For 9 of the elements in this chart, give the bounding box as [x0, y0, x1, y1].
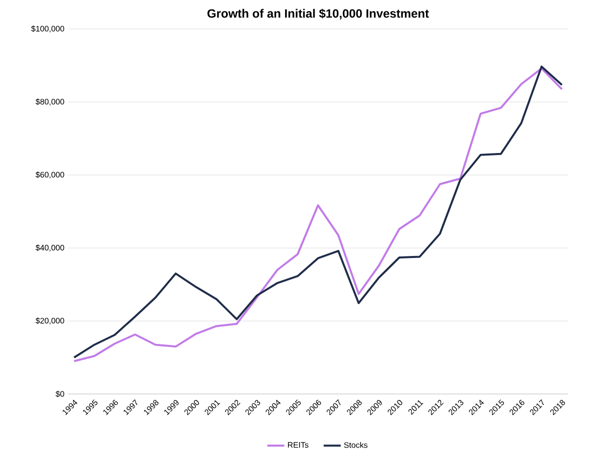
y-tick-label: $40,000: [36, 244, 64, 252]
chart-title: Growth of an Initial $10,000 Investment: [207, 8, 429, 20]
y-tick-label: $60,000: [36, 172, 64, 178]
y-tick-label: $20,000: [36, 318, 64, 324]
y-tick-label: $0: [56, 390, 64, 398]
y-tick-label: $80,000: [36, 98, 64, 106]
legend-label: Stocks: [344, 442, 368, 448]
y-tick-label: $100,000: [31, 26, 64, 32]
legend-label: REITs: [288, 442, 308, 448]
